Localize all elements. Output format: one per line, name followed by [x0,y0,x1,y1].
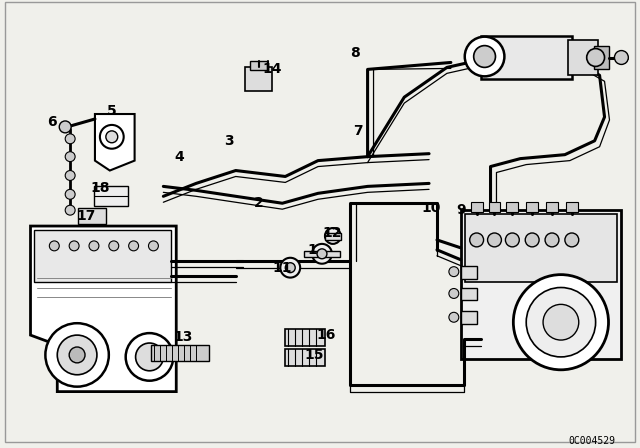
Circle shape [470,233,484,247]
Bar [285,349,325,366]
Circle shape [69,347,85,363]
Circle shape [587,48,605,66]
Bar [94,186,127,206]
Bar [461,288,477,301]
Circle shape [526,288,596,357]
Circle shape [513,275,609,370]
Circle shape [325,228,341,244]
Circle shape [65,190,75,199]
Text: 11: 11 [273,261,292,275]
Circle shape [125,333,173,381]
Circle shape [109,241,119,251]
Circle shape [545,233,559,247]
Text: 4: 4 [174,150,184,164]
Bar [506,202,518,212]
Circle shape [285,263,295,273]
Circle shape [543,304,579,340]
Bar [526,202,538,212]
Bar [285,329,325,346]
Circle shape [525,233,539,247]
Text: 1: 1 [307,243,317,257]
Text: 2: 2 [253,196,264,210]
Bar [35,230,172,281]
Circle shape [89,241,99,251]
Text: 17: 17 [76,209,96,223]
Bar [465,214,618,281]
Text: 10: 10 [421,201,441,215]
Circle shape [65,171,75,181]
Circle shape [312,244,332,264]
Circle shape [136,343,163,371]
Bar [152,345,209,361]
Text: 3: 3 [224,134,234,148]
Circle shape [148,241,158,251]
Bar [250,61,268,70]
Bar [566,202,578,212]
Text: 13: 13 [173,330,193,344]
Bar [244,67,273,91]
Circle shape [614,51,628,65]
Circle shape [449,289,459,298]
Bar [461,266,477,279]
Bar [546,202,558,212]
Bar [78,208,106,224]
Bar [461,311,477,324]
Bar [304,251,322,257]
Text: 15: 15 [304,348,324,362]
Circle shape [45,323,109,387]
Text: 5: 5 [107,104,116,118]
Bar [325,233,341,240]
Circle shape [65,152,75,162]
Circle shape [60,121,71,133]
Circle shape [129,241,139,251]
Circle shape [317,249,327,259]
Circle shape [280,258,300,278]
Text: 7: 7 [353,124,362,138]
Bar [488,202,500,212]
Bar [481,36,572,79]
Bar [470,202,483,212]
Polygon shape [31,226,176,392]
Text: 0C004529: 0C004529 [568,436,616,446]
Circle shape [474,46,495,67]
Circle shape [488,233,501,247]
Circle shape [449,267,459,276]
Text: 8: 8 [350,46,360,60]
Text: 9: 9 [456,203,465,217]
Text: 18: 18 [90,181,109,195]
Text: 12: 12 [322,226,342,240]
Circle shape [65,134,75,144]
Bar [322,251,340,257]
Circle shape [506,233,519,247]
Circle shape [49,241,60,251]
Text: 6: 6 [47,115,57,129]
Bar [461,210,621,359]
Text: 16: 16 [316,328,335,342]
Bar [568,40,598,75]
Circle shape [69,241,79,251]
Circle shape [465,37,504,76]
Polygon shape [95,114,134,171]
Circle shape [57,335,97,375]
Circle shape [449,312,459,322]
Circle shape [100,125,124,149]
Circle shape [65,205,75,215]
Text: 14: 14 [262,62,282,77]
Circle shape [106,131,118,143]
Bar [594,46,609,69]
Circle shape [565,233,579,247]
